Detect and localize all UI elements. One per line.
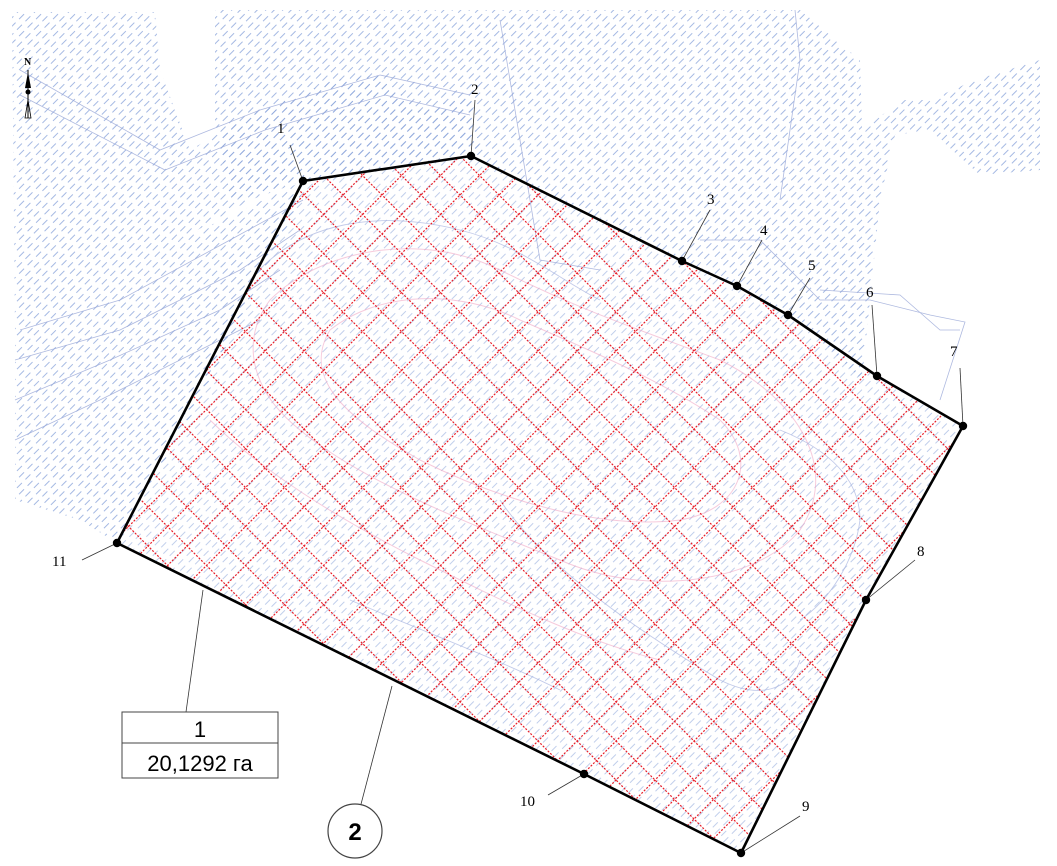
vertex-leaders — [81, 99, 964, 854]
vertex-label-8: 8 — [917, 544, 925, 560]
vertex-label-3: 3 — [707, 192, 715, 208]
hatched-zone-top — [215, 10, 1040, 380]
vertex-point-1 — [298, 176, 308, 186]
area-leaders — [185, 589, 393, 809]
vertex-point-11 — [112, 538, 122, 548]
grid-line — [300, 156, 963, 853]
grid-line — [117, 156, 815, 853]
grid-line — [117, 156, 620, 853]
grid-line — [339, 156, 963, 853]
grid-line — [117, 156, 963, 853]
hatched-zone-left-lower — [15, 181, 303, 543]
grid-line — [117, 156, 776, 853]
grid-line — [117, 156, 963, 853]
north-arrow-icon: N — [24, 57, 32, 119]
grid-line — [117, 156, 698, 853]
vertex-label-4: 4 — [760, 223, 768, 239]
north-label: N — [24, 57, 32, 68]
grid-line — [117, 156, 581, 853]
grid-line — [378, 156, 963, 853]
grid-line — [417, 156, 963, 853]
grid-line — [117, 156, 854, 853]
grid-line — [117, 156, 932, 853]
vertex-label-11: 11 — [52, 554, 66, 570]
vertex-point-7 — [958, 421, 968, 431]
grid-line — [117, 156, 963, 853]
vertex-point-3 — [677, 256, 687, 266]
vertex-point-4 — [732, 281, 742, 291]
grid-line — [222, 156, 963, 853]
vertex-label-10: 10 — [520, 794, 535, 810]
hatched-zone-left-upper — [12, 12, 480, 330]
circle-label: 2 — [327, 803, 383, 859]
grid-line — [117, 156, 893, 853]
vertex-label-7: 7 — [950, 344, 958, 360]
vertex-label-2: 2 — [471, 82, 479, 98]
area-label-box: 1 20,1292 га — [121, 711, 279, 779]
grid-line — [1042, 0, 1057, 866]
circle-label-number: 2 — [348, 819, 361, 846]
grid-line — [144, 156, 963, 853]
vertex-label-5: 5 — [808, 258, 816, 274]
parcel-number: 1 — [194, 717, 206, 742]
grid-line — [183, 156, 963, 853]
grid-line — [534, 156, 963, 853]
faint-contours — [209, 248, 817, 661]
vertex-points — [112, 151, 968, 858]
vertex-point-10 — [579, 769, 589, 779]
vertex-label-9: 9 — [802, 799, 810, 815]
grid-line — [117, 156, 963, 853]
grid-line — [261, 156, 963, 853]
grid-line — [1042, 0, 1057, 866]
vertex-label-6: 6 — [866, 285, 874, 301]
vertex-labels: 1 2 3 4 5 6 7 8 9 10 11 — [52, 82, 958, 815]
faint-blue-contours — [249, 220, 861, 691]
grid-line — [456, 156, 963, 853]
grid-line — [117, 156, 659, 853]
vertex-point-8 — [861, 595, 871, 605]
vertex-point-9 — [736, 848, 746, 858]
grid-line — [117, 156, 737, 853]
parcel-area: 20,1292 га — [147, 751, 253, 776]
grid-line — [117, 156, 963, 853]
vertex-point-6 — [872, 371, 882, 381]
parcel-boundary — [115, 154, 965, 855]
vertex-label-1: 1 — [277, 121, 285, 137]
vertex-point-2 — [466, 151, 476, 161]
grid-line — [495, 156, 963, 853]
vertex-point-5 — [783, 310, 793, 320]
faint-linework — [14, 9, 966, 441]
grid-line — [117, 156, 542, 853]
